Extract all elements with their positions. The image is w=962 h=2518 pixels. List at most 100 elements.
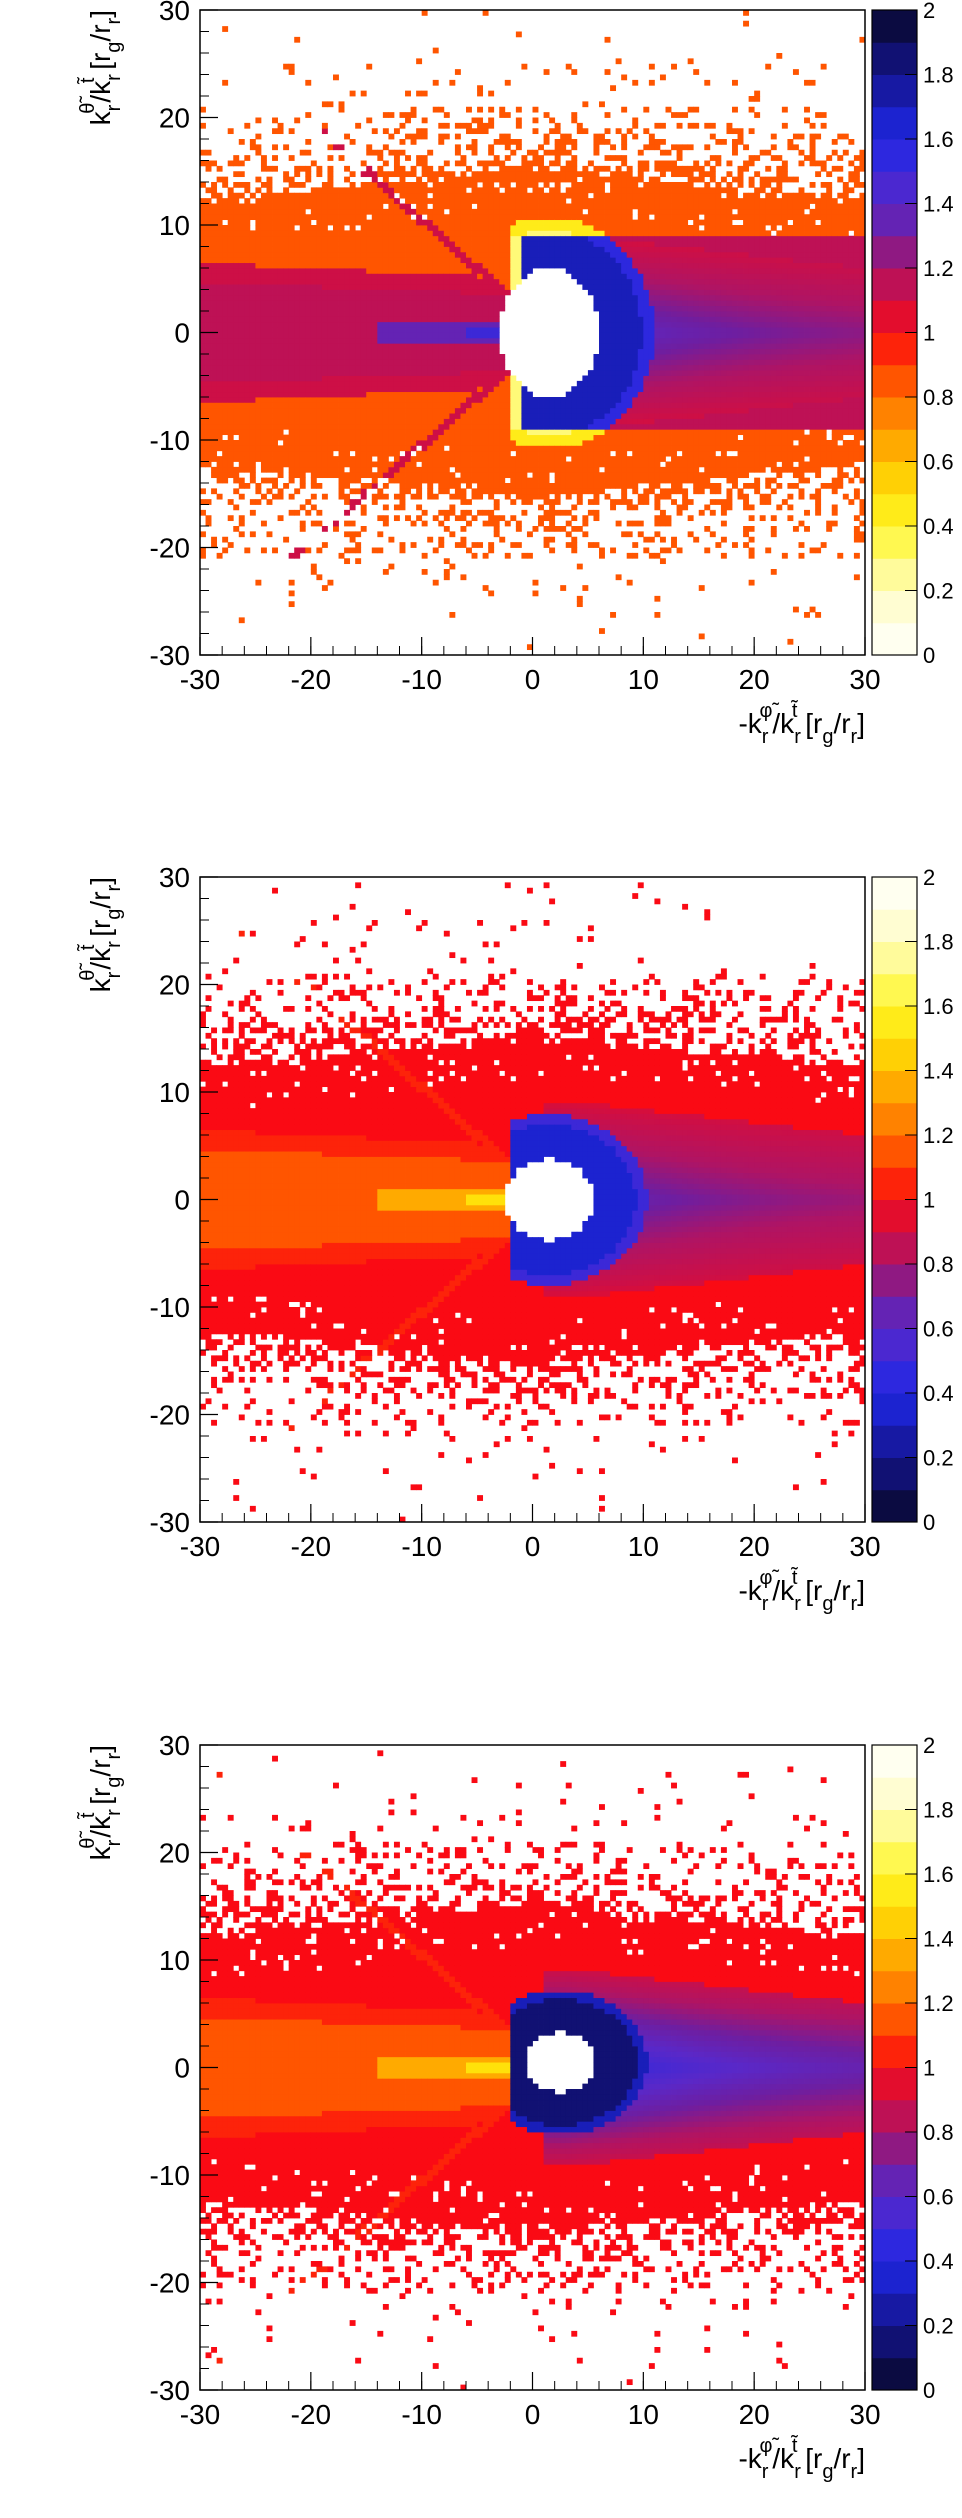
heatmap-cell (637, 423, 644, 430)
heatmap-cell (543, 219, 550, 226)
heatmap-cell (604, 364, 611, 371)
heatmap-cell (449, 332, 456, 339)
heatmap-cell (305, 418, 312, 425)
heatmap-cell (587, 397, 594, 403)
heatmap-cell (233, 182, 240, 188)
heatmap-cell (216, 192, 223, 199)
heatmap-cell (565, 192, 572, 199)
heatmap-cell (554, 418, 561, 425)
heatmap-cell (626, 520, 633, 527)
heatmap-cell (244, 241, 251, 247)
heatmap-cell (482, 423, 489, 430)
heatmap-cell (432, 182, 439, 188)
heatmap-cell (410, 418, 417, 425)
heatmap-cell (427, 251, 434, 258)
heatmap-cell (333, 423, 339, 430)
heatmap-cell (582, 257, 589, 264)
heatmap-cell (438, 337, 445, 344)
heatmap-cell (454, 327, 461, 333)
heatmap-cell (604, 370, 611, 376)
heatmap-cell (321, 305, 328, 312)
heatmap-cell (482, 348, 489, 355)
heatmap-cell (643, 386, 650, 393)
heatmap-cell (471, 192, 478, 199)
heatmap-cell (427, 198, 434, 204)
heatmap-cell (305, 348, 312, 355)
heatmap-cell (321, 440, 328, 446)
heatmap-cell (288, 461, 295, 468)
heatmap-cell (438, 380, 445, 387)
heatmap-cell (410, 198, 417, 204)
heatmap-cell (227, 337, 234, 344)
heatmap-cell (654, 284, 661, 290)
heatmap-cell (449, 203, 456, 210)
heatmap-cell (299, 327, 306, 333)
heatmap-cell (560, 472, 567, 479)
heatmap-cell (576, 257, 583, 264)
heatmap-cell (515, 144, 522, 151)
heatmap-cell (466, 284, 472, 290)
heatmap-cell (604, 246, 611, 253)
heatmap-cell (371, 440, 378, 446)
heatmap-cell (549, 413, 556, 419)
heatmap-cell (538, 225, 544, 231)
heatmap-cell (510, 488, 517, 495)
heatmap-cell (482, 165, 489, 172)
heatmap-cell (393, 316, 400, 323)
heatmap-cell (294, 214, 301, 221)
heatmap-cell (222, 284, 229, 290)
heatmap-cell (438, 311, 445, 317)
heatmap-cell (571, 176, 578, 183)
heatmap-cell (438, 284, 445, 290)
heatmap-cell (443, 477, 450, 484)
heatmap-cell (582, 391, 589, 398)
heatmap-cell (460, 397, 467, 403)
heatmap-cell (216, 246, 223, 253)
heatmap-cell (477, 391, 484, 398)
heatmap-cell (382, 273, 389, 280)
heatmap-cell (593, 251, 600, 258)
heatmap-cell (366, 391, 373, 398)
heatmap-cell (393, 407, 400, 414)
heatmap-cell (587, 375, 594, 382)
heatmap-cell (244, 466, 251, 473)
heatmap-cell (499, 402, 506, 409)
heatmap-cell (333, 214, 339, 221)
heatmap-cell (222, 316, 229, 323)
heatmap-cell (288, 493, 295, 500)
heatmap-cell (299, 386, 306, 393)
heatmap-cell (599, 364, 605, 371)
heatmap-cell (593, 434, 600, 441)
heatmap-cell (216, 440, 223, 446)
heatmap-cell (410, 139, 417, 145)
heatmap-cell (260, 359, 267, 366)
heatmap-cell (493, 171, 500, 178)
heatmap-cell (333, 337, 339, 344)
heatmap-cell (349, 305, 356, 312)
heatmap-cell (349, 246, 356, 253)
heatmap-cell (482, 402, 489, 409)
heatmap-cell (266, 327, 273, 333)
heatmap-cell (421, 10, 428, 16)
heatmap-cell (405, 235, 411, 242)
heatmap-cell (260, 429, 267, 436)
heatmap-cell (599, 316, 605, 323)
heatmap-cell (288, 391, 295, 398)
heatmap-cell (593, 208, 600, 215)
heatmap-cell (416, 155, 423, 161)
heatmap-cell (471, 332, 478, 339)
heatmap-cell (438, 198, 445, 204)
heatmap-cell (615, 58, 622, 65)
heatmap-cell (432, 219, 439, 226)
heatmap-cell (493, 370, 500, 376)
heatmap-cell (593, 294, 600, 301)
heatmap-cell (283, 456, 290, 462)
heatmap-cell (255, 262, 262, 269)
heatmap-cell (288, 348, 295, 355)
heatmap-cell (355, 192, 362, 199)
heatmap-cell (438, 375, 445, 382)
heatmap-cell (338, 101, 345, 108)
heatmap-cell (615, 171, 622, 178)
heatmap-cell (477, 219, 484, 226)
heatmap-cell (493, 316, 500, 323)
